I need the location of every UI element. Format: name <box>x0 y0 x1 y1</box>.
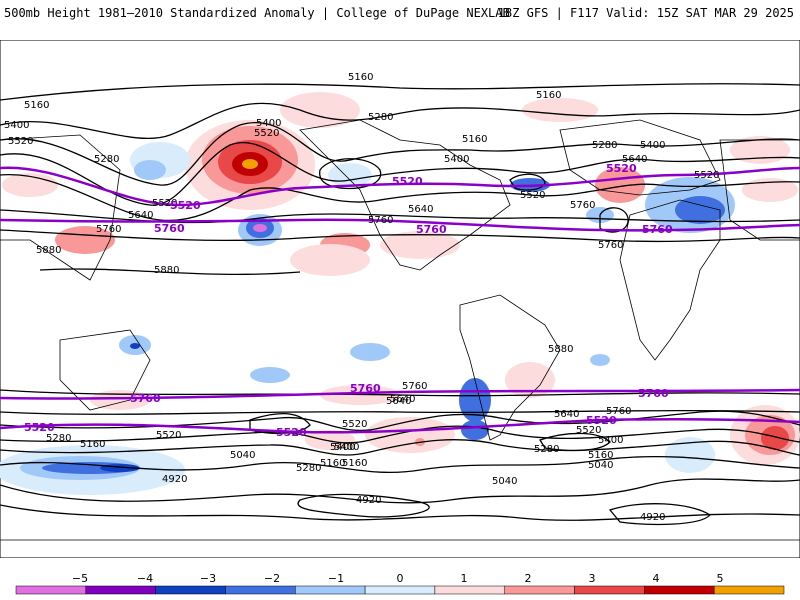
contour-label: 5400 <box>640 140 665 151</box>
contour-label: 5160 <box>80 439 105 450</box>
colorbar-swatch <box>295 585 366 595</box>
highlight-label: 5760 <box>154 222 185 235</box>
contour-label: 5880 <box>154 265 179 276</box>
colorbar-tick: 4 <box>653 572 660 585</box>
contour-label: 5520 <box>156 430 181 441</box>
colorbar-tick: 3 <box>589 572 596 585</box>
coastlines <box>0 119 800 541</box>
contour-label: 5520 <box>576 425 601 436</box>
highlight-label: 5760 <box>642 223 673 236</box>
highlight-label: 5520 <box>606 162 637 175</box>
contour-label: 5760 <box>598 240 623 251</box>
contour-label: 5280 <box>296 463 321 474</box>
highlight-label: 5520 <box>586 414 617 427</box>
contour-label: 5760 <box>606 406 631 417</box>
contour-label: 5640 <box>408 204 433 215</box>
highlight-label: 5760 <box>350 382 381 395</box>
contour-label: 5280 <box>368 112 393 123</box>
contour-label: 5280 <box>534 444 559 455</box>
colorbar-swatch <box>434 585 505 595</box>
highlight-label: 5760 <box>638 387 669 400</box>
contour-label: 5160 <box>536 90 561 101</box>
colorbar-swatches <box>15 585 785 595</box>
colorbar-swatch <box>574 585 645 595</box>
colorbar-tick: 5 <box>717 572 724 585</box>
colorbar-swatch <box>504 585 575 595</box>
contour-label: 5160 <box>24 100 49 111</box>
contour-label: 5520 <box>520 190 545 201</box>
colorbar-swatch <box>644 585 715 595</box>
colorbar-swatch <box>155 585 226 595</box>
highlight-label: 5520 <box>392 175 423 188</box>
contour-label: 5640 <box>622 154 647 165</box>
colorbar-tick: −3 <box>200 572 216 585</box>
contour-label: 5880 <box>548 344 573 355</box>
colorbar-swatch <box>225 585 296 595</box>
colorbar-swatch <box>85 585 156 595</box>
contour-label: 5280 <box>592 140 617 151</box>
highlight-label: 5520 <box>276 426 307 439</box>
map-title: 500mb Height 1981–2010 Standardized Anom… <box>4 6 510 20</box>
contour-label: 4920 <box>162 474 187 485</box>
contour-label: 5520 <box>8 136 33 147</box>
colorbar-tick: −1 <box>328 572 344 585</box>
colorbar-tick: 0 <box>397 572 404 585</box>
contour-label: 5400 <box>4 120 29 131</box>
colorbar-tick: −4 <box>137 572 153 585</box>
contour-label: 5400 <box>330 442 355 453</box>
highlight-contours <box>0 166 800 434</box>
contour-label: 5640 <box>554 409 579 420</box>
highlight-label: 5760 <box>130 392 161 405</box>
colorbar-swatch <box>713 585 785 595</box>
contour-label: 5160 <box>320 458 345 469</box>
contour-label: 5520 <box>254 128 279 139</box>
contour-label: 5640 <box>128 210 153 221</box>
contour-label: 5160 <box>342 458 367 469</box>
height-contours <box>0 83 800 526</box>
colorbar-tick: −5 <box>72 572 88 585</box>
anomaly-map: 5160 5160 5400 5520 5280 5400 5520 5280 … <box>0 40 800 558</box>
contour-label: 5040 <box>588 460 613 471</box>
colorbar-swatch <box>364 585 436 595</box>
highlight-labels: 5520 5520 5520 5760 5760 5760 5760 5760 … <box>24 162 673 439</box>
colorbar-tick: 2 <box>525 572 532 585</box>
contour-label: 5040 <box>492 476 517 487</box>
contour-label: 5520 <box>342 419 367 430</box>
contour-label: 5160 <box>348 72 373 83</box>
contour-label: 5280 <box>94 154 119 165</box>
contour-label: 5520 <box>152 198 177 209</box>
colorbar-tick: 1 <box>461 572 468 585</box>
anomaly-colorbar: −5 −4 −3 −2 −1 0 1 2 3 4 5 <box>15 572 785 595</box>
model-run-info: 18Z GFS | F117 Valid: 15Z SAT MAR 29 202… <box>497 6 794 20</box>
contour-label: 5760 <box>368 215 393 226</box>
contour-label: 5160 <box>462 134 487 145</box>
contour-label: 4920 <box>640 512 665 523</box>
contour-label: 5400 <box>598 435 623 446</box>
highlight-label: 5520 <box>170 199 201 212</box>
colorbar-tick: −2 <box>264 572 280 585</box>
contour-label: 5520 <box>694 170 719 181</box>
contour-label: 4920 <box>356 495 381 506</box>
contour-label: 5760 <box>570 200 595 211</box>
contour-label: 5400 <box>256 118 281 129</box>
contour-label: 5640 <box>386 396 411 407</box>
colorbar-ticks: −5 −4 −3 −2 −1 0 1 2 3 4 5 <box>72 572 724 585</box>
contour-label: 5880 <box>36 245 61 256</box>
contour-label: 5280 <box>46 433 71 444</box>
contour-label: 5640 <box>390 394 415 405</box>
contour-label: 5760 <box>402 381 427 392</box>
highlight-label: 5520 <box>24 421 55 434</box>
highlight-label: 5760 <box>416 223 447 236</box>
contour-label: 5160 <box>588 450 613 461</box>
contour-label: 5400 <box>334 442 359 453</box>
contour-label: 5400 <box>444 154 469 165</box>
contour-labels: 5160 5160 5400 5520 5280 5400 5520 5280 … <box>4 72 719 523</box>
contour-label: 5760 <box>96 224 121 235</box>
contour-label: 5040 <box>230 450 255 461</box>
colorbar-swatch <box>15 585 87 595</box>
